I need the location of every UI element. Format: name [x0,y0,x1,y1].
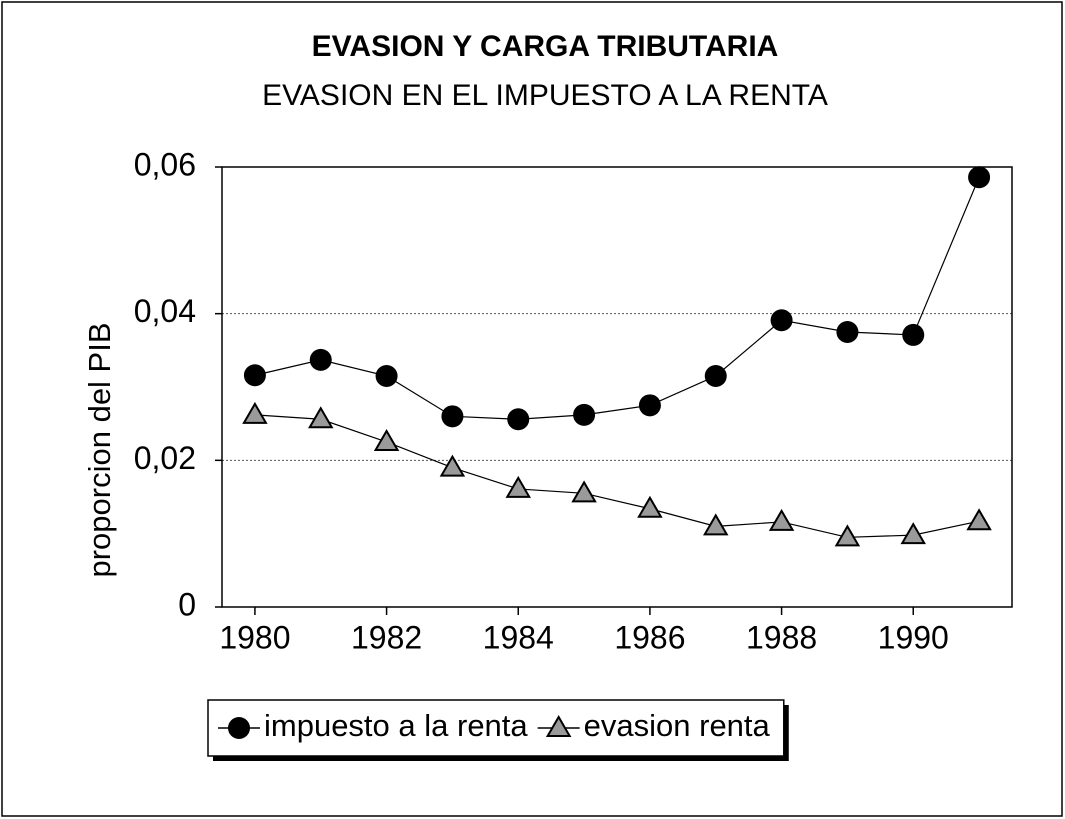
marker [703,513,729,536]
legend: impuesto a la renta evasion renta [207,699,789,761]
marker [900,522,926,545]
chart-title: EVASION Y CARGA TRIBUTARIA [312,30,779,63]
marker [770,309,793,332]
marker [966,508,992,531]
marker [968,166,991,189]
marker [834,524,861,547]
x-tick-label: 1990 [878,619,949,655]
marker [571,480,597,503]
x-tick-label: 1984 [483,619,554,655]
marker [242,401,268,424]
x-tick-label: 1982 [351,619,422,655]
marker [637,495,663,518]
x-tick-label: 1986 [614,619,685,655]
marker [505,475,531,498]
x-tick-label: 1980 [219,619,290,655]
marker [441,405,464,428]
y-tick-label: 0,02 [134,440,196,476]
marker [704,365,727,387]
marker [308,406,334,429]
legend-box [207,699,785,757]
legend-label: impuesto a la renta [264,708,528,743]
marker [375,365,398,387]
marker [902,323,925,346]
y-tick-label: 0,06 [134,146,196,182]
series-line [254,414,980,538]
y-tick-label: 0 [178,586,196,622]
marker [638,394,661,417]
x-tick-label: 1988 [746,619,817,655]
marker [573,403,596,426]
marker [243,364,266,387]
marker [373,429,400,451]
marker [836,321,859,343]
marker [228,717,250,739]
marker [768,508,795,531]
legend-label: evasion renta [584,708,771,743]
marker [439,454,466,477]
marker [507,408,530,431]
plot-area [221,166,1013,608]
marker [545,715,572,737]
marker [309,348,332,371]
y-axis-label: proporcion del PIB [82,322,117,577]
chart-subtitle: EVASION EN EL IMPUESTO A LA RENTA [262,79,828,112]
y-tick-label: 0,04 [134,293,196,329]
